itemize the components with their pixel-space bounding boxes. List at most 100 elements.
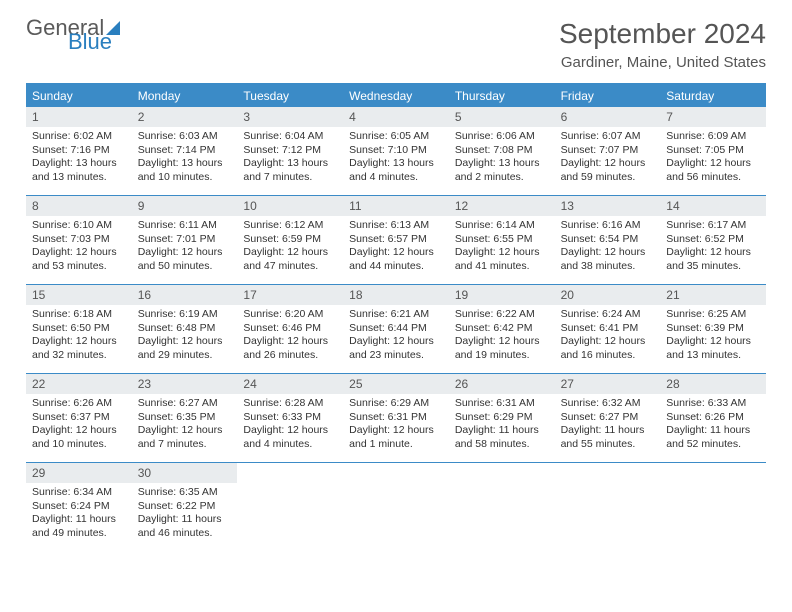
day-body: Sunrise: 6:04 AMSunset: 7:12 PMDaylight:… <box>237 127 343 191</box>
day-number: 24 <box>237 374 343 394</box>
sunrise-text: Sunrise: 6:24 AM <box>561 308 655 322</box>
day-cell: 30Sunrise: 6:35 AMSunset: 6:22 PMDayligh… <box>132 463 238 551</box>
day-cell: 18Sunrise: 6:21 AMSunset: 6:44 PMDayligh… <box>343 285 449 373</box>
day-body: Sunrise: 6:14 AMSunset: 6:55 PMDaylight:… <box>449 216 555 280</box>
daylight-line2: and 56 minutes. <box>666 171 760 185</box>
empty-cell <box>449 463 555 551</box>
day-number: 5 <box>449 107 555 127</box>
day-body: Sunrise: 6:29 AMSunset: 6:31 PMDaylight:… <box>343 394 449 458</box>
week-row: 22Sunrise: 6:26 AMSunset: 6:37 PMDayligh… <box>26 374 766 463</box>
day-cell: 22Sunrise: 6:26 AMSunset: 6:37 PMDayligh… <box>26 374 132 462</box>
daylight-line2: and 46 minutes. <box>138 527 232 541</box>
day-cell: 26Sunrise: 6:31 AMSunset: 6:29 PMDayligh… <box>449 374 555 462</box>
sunrise-text: Sunrise: 6:17 AM <box>666 219 760 233</box>
day-cell: 24Sunrise: 6:28 AMSunset: 6:33 PMDayligh… <box>237 374 343 462</box>
day-cell: 4Sunrise: 6:05 AMSunset: 7:10 PMDaylight… <box>343 107 449 195</box>
day-cell: 13Sunrise: 6:16 AMSunset: 6:54 PMDayligh… <box>555 196 661 284</box>
header-row: General Blue September 2024 Gardiner, Ma… <box>26 18 766 71</box>
sunrise-text: Sunrise: 6:07 AM <box>561 130 655 144</box>
day-number: 13 <box>555 196 661 216</box>
daylight-line1: Daylight: 12 hours <box>32 424 126 438</box>
week-row: 1Sunrise: 6:02 AMSunset: 7:16 PMDaylight… <box>26 107 766 196</box>
day-number: 21 <box>660 285 766 305</box>
sunset-text: Sunset: 6:55 PM <box>455 233 549 247</box>
daylight-line1: Daylight: 12 hours <box>32 335 126 349</box>
day-number: 11 <box>343 196 449 216</box>
dow-friday: Friday <box>555 85 661 107</box>
day-cell: 5Sunrise: 6:06 AMSunset: 7:08 PMDaylight… <box>449 107 555 195</box>
day-number: 28 <box>660 374 766 394</box>
dow-wednesday: Wednesday <box>343 85 449 107</box>
day-body: Sunrise: 6:20 AMSunset: 6:46 PMDaylight:… <box>237 305 343 369</box>
sunrise-text: Sunrise: 6:09 AM <box>666 130 760 144</box>
dow-saturday: Saturday <box>660 85 766 107</box>
daylight-line2: and 1 minute. <box>349 438 443 452</box>
day-number: 27 <box>555 374 661 394</box>
sunrise-text: Sunrise: 6:22 AM <box>455 308 549 322</box>
daylight-line2: and 4 minutes. <box>349 171 443 185</box>
sunset-text: Sunset: 6:33 PM <box>243 411 337 425</box>
daylight-line1: Daylight: 11 hours <box>138 513 232 527</box>
daylight-line2: and 2 minutes. <box>455 171 549 185</box>
logo: General Blue <box>26 18 120 52</box>
sunrise-text: Sunrise: 6:18 AM <box>32 308 126 322</box>
day-body: Sunrise: 6:35 AMSunset: 6:22 PMDaylight:… <box>132 483 238 547</box>
day-body: Sunrise: 6:16 AMSunset: 6:54 PMDaylight:… <box>555 216 661 280</box>
calendar: Sunday Monday Tuesday Wednesday Thursday… <box>26 83 766 551</box>
day-cell: 3Sunrise: 6:04 AMSunset: 7:12 PMDaylight… <box>237 107 343 195</box>
day-cell: 8Sunrise: 6:10 AMSunset: 7:03 PMDaylight… <box>26 196 132 284</box>
daylight-line1: Daylight: 13 hours <box>138 157 232 171</box>
day-body: Sunrise: 6:27 AMSunset: 6:35 PMDaylight:… <box>132 394 238 458</box>
day-number: 6 <box>555 107 661 127</box>
week-row: 29Sunrise: 6:34 AMSunset: 6:24 PMDayligh… <box>26 463 766 551</box>
sunset-text: Sunset: 7:10 PM <box>349 144 443 158</box>
sunrise-text: Sunrise: 6:34 AM <box>32 486 126 500</box>
week-row: 8Sunrise: 6:10 AMSunset: 7:03 PMDaylight… <box>26 196 766 285</box>
sunrise-text: Sunrise: 6:11 AM <box>138 219 232 233</box>
day-number: 1 <box>26 107 132 127</box>
sunset-text: Sunset: 6:48 PM <box>138 322 232 336</box>
sunset-text: Sunset: 7:01 PM <box>138 233 232 247</box>
daylight-line1: Daylight: 12 hours <box>349 424 443 438</box>
sunset-text: Sunset: 6:29 PM <box>455 411 549 425</box>
sunrise-text: Sunrise: 6:14 AM <box>455 219 549 233</box>
day-body: Sunrise: 6:17 AMSunset: 6:52 PMDaylight:… <box>660 216 766 280</box>
day-number: 12 <box>449 196 555 216</box>
day-body: Sunrise: 6:32 AMSunset: 6:27 PMDaylight:… <box>555 394 661 458</box>
daylight-line2: and 41 minutes. <box>455 260 549 274</box>
day-number: 3 <box>237 107 343 127</box>
sunset-text: Sunset: 7:16 PM <box>32 144 126 158</box>
daylight-line1: Daylight: 13 hours <box>32 157 126 171</box>
day-cell: 27Sunrise: 6:32 AMSunset: 6:27 PMDayligh… <box>555 374 661 462</box>
day-number: 15 <box>26 285 132 305</box>
sunset-text: Sunset: 6:59 PM <box>243 233 337 247</box>
day-cell: 1Sunrise: 6:02 AMSunset: 7:16 PMDaylight… <box>26 107 132 195</box>
day-body: Sunrise: 6:26 AMSunset: 6:37 PMDaylight:… <box>26 394 132 458</box>
daylight-line2: and 52 minutes. <box>666 438 760 452</box>
sunset-text: Sunset: 6:44 PM <box>349 322 443 336</box>
daylight-line1: Daylight: 11 hours <box>561 424 655 438</box>
daylight-line1: Daylight: 12 hours <box>561 157 655 171</box>
title-block: September 2024 Gardiner, Maine, United S… <box>559 18 766 71</box>
day-number: 9 <box>132 196 238 216</box>
sunset-text: Sunset: 6:31 PM <box>349 411 443 425</box>
day-cell: 2Sunrise: 6:03 AMSunset: 7:14 PMDaylight… <box>132 107 238 195</box>
daylight-line2: and 10 minutes. <box>32 438 126 452</box>
day-cell: 11Sunrise: 6:13 AMSunset: 6:57 PMDayligh… <box>343 196 449 284</box>
day-body: Sunrise: 6:22 AMSunset: 6:42 PMDaylight:… <box>449 305 555 369</box>
daylight-line1: Daylight: 12 hours <box>455 335 549 349</box>
day-body: Sunrise: 6:28 AMSunset: 6:33 PMDaylight:… <box>237 394 343 458</box>
day-number: 26 <box>449 374 555 394</box>
sunrise-text: Sunrise: 6:02 AM <box>32 130 126 144</box>
dow-row: Sunday Monday Tuesday Wednesday Thursday… <box>26 85 766 107</box>
daylight-line2: and 4 minutes. <box>243 438 337 452</box>
daylight-line1: Daylight: 11 hours <box>666 424 760 438</box>
sunrise-text: Sunrise: 6:16 AM <box>561 219 655 233</box>
sunrise-text: Sunrise: 6:32 AM <box>561 397 655 411</box>
day-body: Sunrise: 6:11 AMSunset: 7:01 PMDaylight:… <box>132 216 238 280</box>
day-body: Sunrise: 6:18 AMSunset: 6:50 PMDaylight:… <box>26 305 132 369</box>
day-cell: 15Sunrise: 6:18 AMSunset: 6:50 PMDayligh… <box>26 285 132 373</box>
day-cell: 23Sunrise: 6:27 AMSunset: 6:35 PMDayligh… <box>132 374 238 462</box>
day-body: Sunrise: 6:02 AMSunset: 7:16 PMDaylight:… <box>26 127 132 191</box>
daylight-line2: and 23 minutes. <box>349 349 443 363</box>
